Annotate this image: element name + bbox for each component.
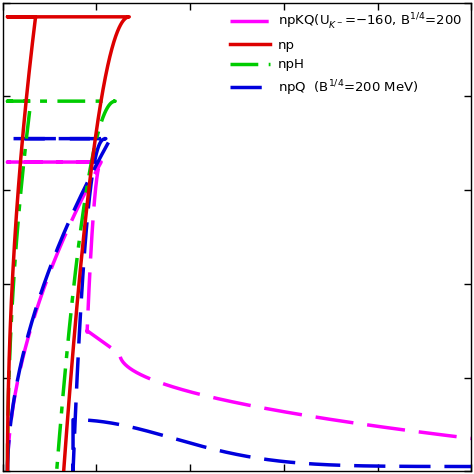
npKQ(U$_{K^-}^{}$=−160, B$^{1/4}$=200 xyxy=(39,292,45,298)
npQ  (B$^{1/4}$=200 MeV) xyxy=(33,306,39,311)
npQ  (B$^{1/4}$=200 MeV) xyxy=(76,345,82,351)
np xyxy=(28,55,34,61)
npQ  (B$^{1/4}$=200 MeV) xyxy=(5,468,10,474)
npH xyxy=(9,305,15,310)
Line: npKQ(U$_{K^-}^{}$=−160, B$^{1/4}$=200: npKQ(U$_{K^-}^{}$=−160, B$^{1/4}$=200 xyxy=(8,162,471,471)
npKQ(U$_{K^-}^{}$=−160, B$^{1/4}$=200 xyxy=(387,425,393,431)
Line: npQ  (B$^{1/4}$=200 MeV): npQ (B$^{1/4}$=200 MeV) xyxy=(8,138,471,471)
npH xyxy=(5,468,10,474)
npH xyxy=(19,181,25,187)
npQ  (B$^{1/4}$=200 MeV) xyxy=(71,453,76,459)
np xyxy=(33,14,38,20)
npH xyxy=(54,468,60,474)
npQ  (B$^{1/4}$=200 MeV) xyxy=(421,464,427,469)
npKQ(U$_{K^-}^{}$=−160, B$^{1/4}$=200 xyxy=(5,468,10,474)
npQ  (B$^{1/4}$=200 MeV) xyxy=(468,464,474,469)
npH xyxy=(74,258,80,264)
np xyxy=(5,443,10,449)
Legend: npKQ(U$_{K^-}^{}$=−160, B$^{1/4}$=200, np, npH, npQ  (B$^{1/4}$=200 MeV): npKQ(U$_{K^-}^{}$=−160, B$^{1/4}$=200, n… xyxy=(228,9,465,100)
npQ  (B$^{1/4}$=200 MeV) xyxy=(108,136,113,141)
npH xyxy=(28,98,34,104)
npQ  (B$^{1/4}$=200 MeV) xyxy=(462,464,467,469)
npKQ(U$_{K^-}^{}$=−160, B$^{1/4}$=200 xyxy=(98,159,104,165)
np xyxy=(5,468,10,474)
npKQ(U$_{K^-}^{}$=−160, B$^{1/4}$=200 xyxy=(468,436,474,441)
np xyxy=(7,343,12,349)
Line: npH: npH xyxy=(8,101,115,471)
npKQ(U$_{K^-}^{}$=−160, B$^{1/4}$=200 xyxy=(456,434,462,440)
npKQ(U$_{K^-}^{}$=−160, B$^{1/4}$=200 xyxy=(84,328,90,334)
npQ  (B$^{1/4}$=200 MeV) xyxy=(65,221,71,227)
Line: np: np xyxy=(8,17,129,471)
npKQ(U$_{K^-}^{}$=−160, B$^{1/4}$=200 xyxy=(106,343,111,349)
np xyxy=(78,260,84,266)
npKQ(U$_{K^-}^{}$=−160, B$^{1/4}$=200 xyxy=(77,200,83,206)
np xyxy=(6,369,12,374)
npH xyxy=(16,215,21,220)
np xyxy=(5,398,11,404)
npH xyxy=(59,401,65,407)
npH xyxy=(77,98,83,104)
np xyxy=(61,468,66,474)
